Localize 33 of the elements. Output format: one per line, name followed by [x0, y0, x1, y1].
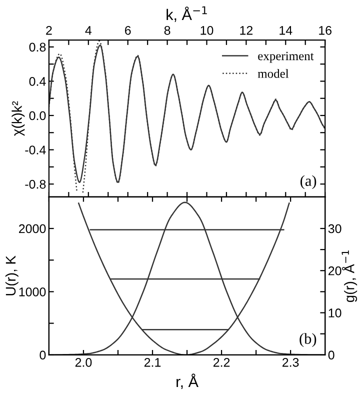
y2-tick-label: 20	[328, 266, 342, 276]
legend-label: experiment	[258, 52, 314, 63]
y-axis-title: χ(k)k²	[12, 101, 25, 136]
x-axis-title: k, Å$^{−1}$	[166, 6, 207, 22]
annotation: (b)	[300, 333, 316, 347]
y-tick-label: -0.8	[25, 180, 46, 189]
y2-tick-label: 30	[328, 224, 342, 234]
x-axis-title: r, Å	[176, 374, 198, 389]
x-tick-label: 2.3	[282, 358, 299, 367]
x-tick-label: 2	[46, 26, 52, 35]
annotation: (a)	[300, 175, 316, 190]
legend-label: model	[258, 69, 289, 78]
y2-axis-title: g(r), Å$^{−1}$	[342, 250, 358, 302]
x-tick-label: 6	[125, 26, 131, 35]
x-tick-label: 2.2	[213, 358, 230, 367]
y-tick-label: 0.0	[29, 111, 46, 120]
y2-tick-label: 10	[328, 308, 342, 318]
x-tick-label: 8	[164, 26, 170, 35]
x-tick-label: 14	[280, 26, 292, 35]
y2-tick-label: 0	[328, 350, 334, 360]
y-axis-title: U(r), K	[5, 256, 18, 296]
y-tick-label: 0.4	[29, 77, 46, 86]
x-tick-label: 10	[200, 26, 214, 35]
x-tick-label: 12	[240, 26, 253, 35]
x-tick-label: 16	[319, 26, 332, 35]
y-tick-label: 2000	[19, 224, 46, 234]
x-tick-label: 2.0	[75, 358, 92, 367]
x-tick-label: 2.1	[144, 358, 161, 367]
y-tick-label: 1000	[19, 287, 46, 296]
y-tick-label: 0.8	[29, 42, 46, 52]
y-tick-label: -0.4	[25, 146, 46, 154]
y-tick-label: 0	[40, 350, 46, 360]
x-tick-label: 4	[85, 26, 92, 35]
